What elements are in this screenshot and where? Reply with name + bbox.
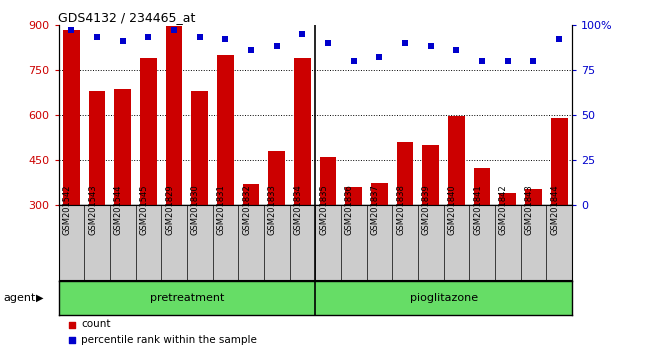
Point	[118, 38, 128, 44]
Text: GSM201841: GSM201841	[473, 184, 482, 235]
Text: GSM201834: GSM201834	[293, 184, 302, 235]
Text: GSM201543: GSM201543	[88, 184, 97, 235]
Text: GSM201839: GSM201839	[422, 184, 431, 235]
Text: GSM201838: GSM201838	[396, 184, 405, 235]
Bar	[320, 156, 337, 296]
Point	[246, 47, 256, 53]
Point	[400, 40, 410, 46]
Bar	[242, 184, 259, 296]
Text: GSM201836: GSM201836	[344, 184, 354, 235]
Bar	[448, 116, 465, 296]
Point	[451, 47, 462, 53]
Point	[297, 31, 307, 37]
Bar	[396, 142, 413, 296]
Bar	[114, 90, 131, 296]
Text: GSM201542: GSM201542	[62, 184, 72, 235]
Point	[554, 36, 564, 42]
Bar	[345, 187, 362, 296]
Bar	[88, 91, 105, 296]
Point	[374, 55, 385, 60]
Text: agent: agent	[3, 293, 36, 303]
Text: GSM201837: GSM201837	[370, 184, 380, 235]
Text: GDS4132 / 234465_at: GDS4132 / 234465_at	[58, 11, 196, 24]
Text: GSM201829: GSM201829	[165, 184, 174, 235]
Text: GSM201842: GSM201842	[499, 184, 508, 235]
Text: GSM201835: GSM201835	[319, 184, 328, 235]
Bar	[166, 26, 183, 296]
Legend: count, percentile rank within the sample: count, percentile rank within the sample	[64, 315, 261, 349]
Text: GSM201544: GSM201544	[114, 184, 123, 235]
Point	[143, 35, 153, 40]
Text: GSM201844: GSM201844	[550, 184, 559, 235]
Bar	[315, 281, 572, 315]
Bar	[191, 91, 208, 296]
Bar	[371, 183, 388, 296]
Point	[477, 58, 488, 64]
Text: ▶: ▶	[36, 293, 44, 303]
Bar	[63, 30, 80, 296]
Point	[528, 58, 539, 64]
Bar	[525, 189, 542, 296]
Point	[220, 36, 231, 42]
Bar	[422, 145, 439, 296]
Bar	[499, 193, 516, 296]
Bar	[58, 281, 315, 315]
Point	[169, 27, 179, 33]
Point	[194, 35, 205, 40]
Text: pretreatment: pretreatment	[150, 293, 224, 303]
Text: GSM201830: GSM201830	[190, 184, 200, 235]
Point	[426, 44, 436, 49]
Bar	[294, 58, 311, 296]
Text: GSM201833: GSM201833	[268, 184, 277, 235]
Point	[348, 58, 359, 64]
Text: GSM201840: GSM201840	[447, 184, 456, 235]
Point	[502, 58, 513, 64]
Text: pioglitazone: pioglitazone	[410, 293, 478, 303]
Bar	[217, 55, 234, 296]
Bar	[551, 118, 567, 296]
Text: GSM201831: GSM201831	[216, 184, 226, 235]
Point	[92, 35, 102, 40]
Point	[272, 44, 282, 49]
Bar	[474, 168, 491, 296]
Bar	[268, 151, 285, 296]
Bar	[140, 58, 157, 296]
Text: GSM201545: GSM201545	[139, 184, 148, 235]
Point	[66, 27, 77, 33]
Point	[323, 40, 333, 46]
Text: GSM201843: GSM201843	[525, 184, 534, 235]
Text: GSM201832: GSM201832	[242, 184, 251, 235]
